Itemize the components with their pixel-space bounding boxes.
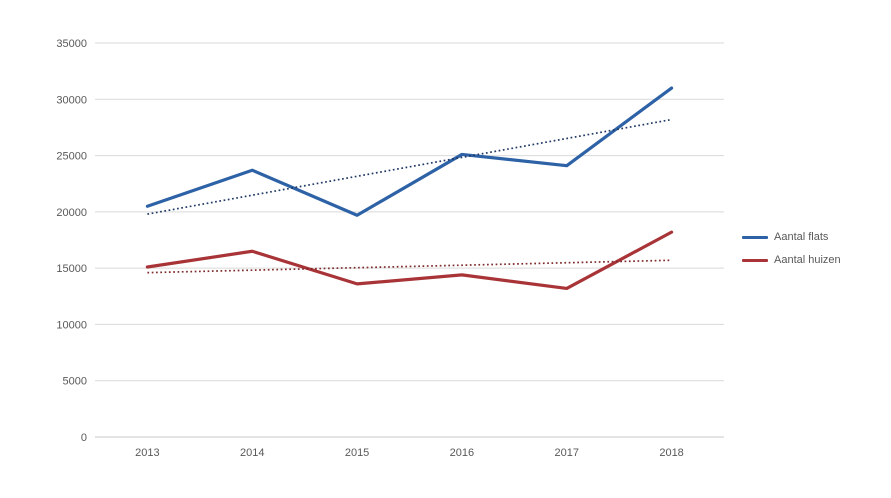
y-tick-label: 0 bbox=[81, 432, 87, 444]
series-line-aantal-flats bbox=[145, 86, 674, 217]
x-tick-label: 2015 bbox=[345, 447, 369, 459]
chart-legend: Aantal flats Aantal huizen bbox=[742, 229, 841, 275]
legend-label-flats: Aantal flats bbox=[774, 231, 829, 243]
legend-line-swatch-huizen bbox=[742, 258, 768, 262]
y-tick-label: 5000 bbox=[63, 376, 87, 388]
x-tick-label: 2018 bbox=[659, 447, 683, 459]
x-tick-label: 2016 bbox=[450, 447, 474, 459]
y-tick-label: 10000 bbox=[56, 319, 87, 331]
legend-line-swatch-flats bbox=[742, 235, 768, 239]
legend-label-huizen: Aantal huizen bbox=[774, 254, 841, 266]
y-tick-label: 15000 bbox=[56, 263, 87, 275]
y-tick-label: 35000 bbox=[56, 38, 87, 50]
y-tick-label: 20000 bbox=[56, 207, 87, 219]
x-tick-label: 2017 bbox=[555, 447, 579, 459]
legend-item-aantal-flats: Aantal flats bbox=[742, 229, 841, 245]
x-tick-label: 2013 bbox=[135, 447, 159, 459]
trendline-aantal-huizen bbox=[147, 259, 672, 274]
legend-item-aantal-huizen: Aantal huizen bbox=[742, 252, 841, 268]
trendline-aantal-flats bbox=[147, 118, 672, 215]
y-tick-label: 25000 bbox=[56, 151, 87, 163]
y-tick-label: 30000 bbox=[56, 94, 87, 106]
series-line-aantal-huizen bbox=[145, 230, 674, 291]
x-tick-label: 2014 bbox=[240, 447, 264, 459]
